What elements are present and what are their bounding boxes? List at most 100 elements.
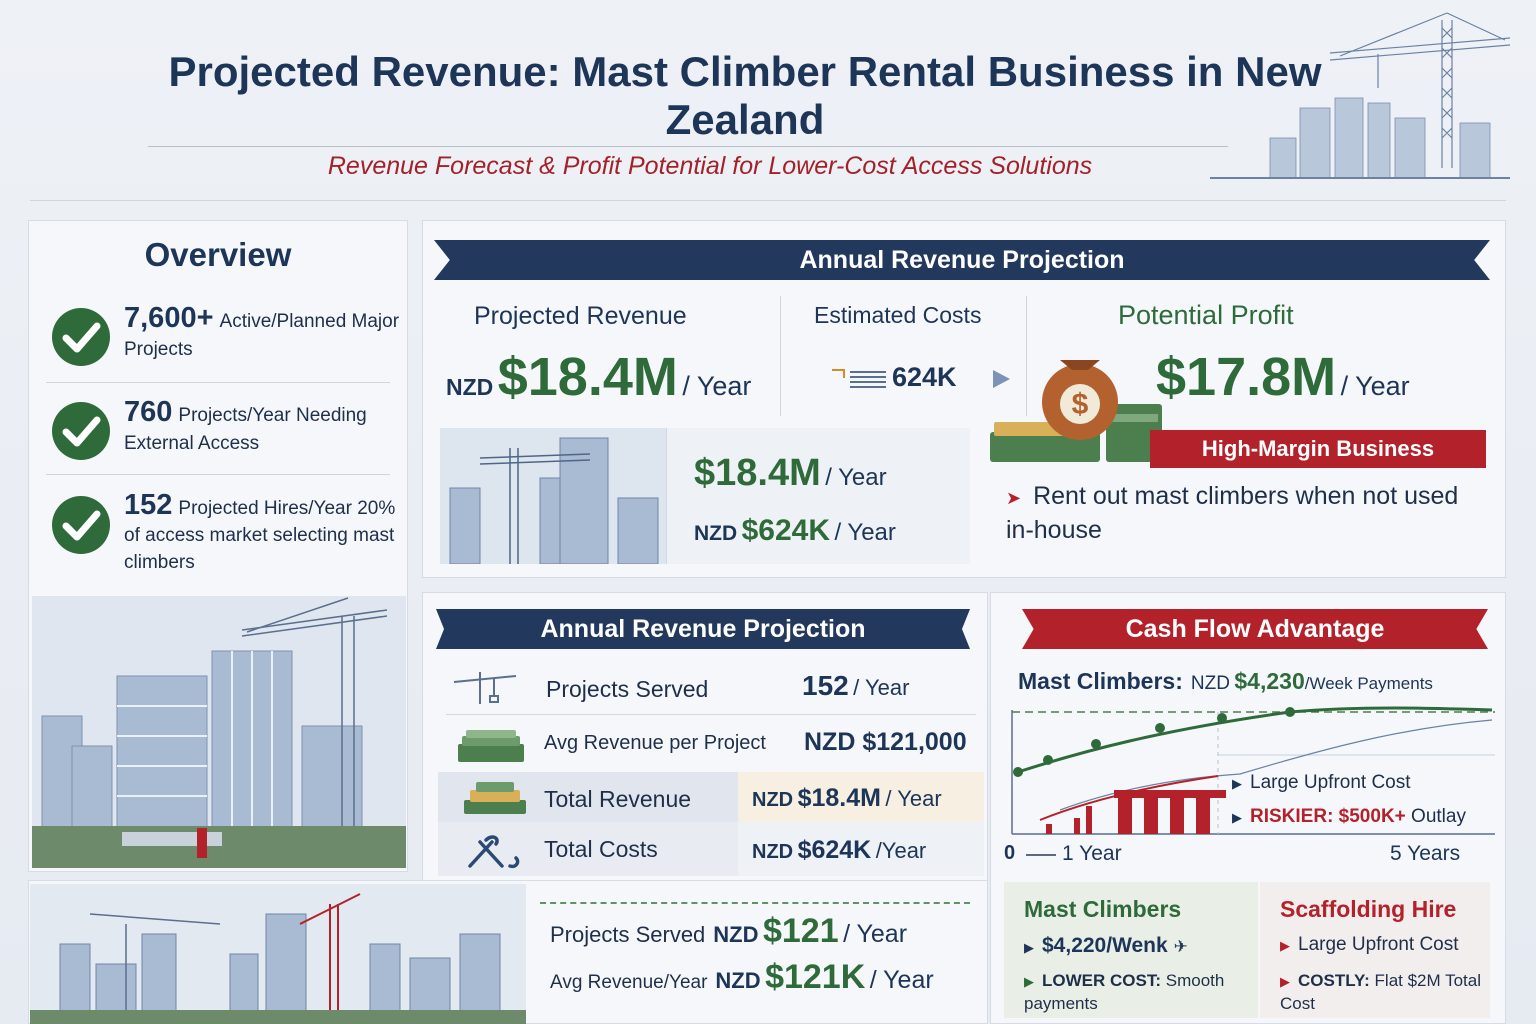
- avg-revenue-label: Avg Revenue per Project: [544, 732, 766, 754]
- avg-revenue-year-label: Avg Revenue/Year: [550, 972, 708, 993]
- total-costs-value: NZD $624K /Year: [752, 836, 926, 865]
- bottom-avg-revenue: Avg Revenue/Year NZD $121K / Year: [550, 958, 934, 997]
- construction-site-illustration: [32, 596, 406, 868]
- cash-stack-icon: [458, 730, 524, 762]
- overview-divider: [46, 382, 390, 383]
- mast-climbers-label: Mast Climbers:: [1018, 668, 1183, 694]
- total-costs-value-cell: [738, 822, 984, 876]
- estimated-costs-label: Estimated Costs: [814, 302, 982, 328]
- costly-key: COSTLY:: [1298, 971, 1370, 990]
- projects-served-label: Projects Served: [546, 676, 709, 702]
- total-revenue-amount: $18.4M: [797, 784, 881, 812]
- header-divider: [148, 146, 1228, 147]
- projected-revenue-label: Projected Revenue: [474, 302, 687, 330]
- currency-code: NZD: [752, 789, 794, 811]
- lower-cost-text: Smooth payments: [1024, 971, 1225, 1013]
- row-divider: [446, 714, 976, 715]
- overview-item: 7,600+ Active/Planned Major Projects: [48, 302, 400, 394]
- payment-unit: /Week Payments: [1304, 674, 1433, 693]
- currency-code: NZD: [694, 522, 738, 545]
- total-costs-amount: $624K: [797, 836, 872, 864]
- column-divider: [1026, 296, 1027, 416]
- projects-served-amount: $121: [762, 912, 839, 950]
- handshake-icon: ✈: [1173, 937, 1188, 956]
- overview-stat-text: Projects/Year Needing External Access: [124, 405, 367, 454]
- check-circle-icon: [52, 402, 110, 460]
- summary-revenue-amount: $18.4M: [694, 452, 821, 494]
- per-year: / Year: [853, 675, 910, 700]
- potential-profit-label: Potential Profit: [1118, 300, 1294, 330]
- x-axis-1-year-label: 1 Year: [1062, 842, 1122, 865]
- annual-revenue-ribbon: Annual Revenue Projection: [434, 240, 1490, 280]
- outlay-text: Outlay: [1411, 806, 1466, 827]
- total-revenue-label: Total Revenue: [544, 786, 692, 812]
- currency-code: NZD: [446, 374, 494, 400]
- mast-climbers-comparison: [1004, 882, 1258, 1018]
- per-year: / Year: [869, 966, 934, 994]
- potential-profit-value: $17.8M / Year: [1156, 346, 1410, 408]
- column-divider: [780, 296, 781, 416]
- overview-stat: 7,600+: [124, 302, 214, 334]
- mast-climbers-payment: Mast Climbers: NZD $4,230/Week Payments: [1018, 668, 1433, 695]
- check-circle-icon: [52, 496, 110, 554]
- svg-text:$: $: [1072, 388, 1089, 421]
- weekly-cost-text: $4,220/Wenk: [1042, 934, 1168, 957]
- overview-item: 152 Projected Hires/Year 20% of access ma…: [48, 489, 398, 582]
- total-costs-label: Total Costs: [544, 836, 658, 862]
- high-margin-text: Rent out mast climbers when not used in-…: [1006, 482, 1459, 544]
- projects-served-label: Projects Served: [550, 922, 706, 947]
- per-year: / Year: [825, 464, 887, 491]
- per-year: / Year: [885, 786, 942, 811]
- cash-flow-bullet: ▶ RISKIER: $500K+ Outlay: [1232, 806, 1466, 828]
- mast-climbers-lower-cost: ▶ LOWER COST: Smooth payments: [1024, 970, 1254, 1015]
- triangle-right-icon: ▶: [1232, 810, 1242, 825]
- x-axis-5-years-label: 5 Years: [1390, 842, 1461, 865]
- tools-icon: [468, 835, 520, 869]
- currency-code: NZD: [715, 968, 761, 993]
- triangle-right-icon: ▶: [1280, 974, 1290, 989]
- triangle-right-icon: ▶: [1024, 974, 1034, 989]
- revenue-costs-summary: [666, 428, 970, 564]
- triangle-right-icon: ▶: [1280, 938, 1290, 953]
- total-revenue-value-cell: [738, 772, 984, 822]
- per-year: / Year: [843, 920, 908, 948]
- summary-revenue: $18.4M / Year: [694, 452, 887, 495]
- chart-points: [1013, 707, 1295, 777]
- upfront-cost-bars: [1046, 790, 1226, 834]
- money-bag-icon: $: [990, 360, 1162, 462]
- header-base-divider: [30, 200, 1506, 201]
- skyline-crane-illustration: [30, 884, 526, 1024]
- overview-item: 760 Projects/Year Needing External Access: [48, 398, 398, 488]
- per-year: /Year: [875, 838, 927, 863]
- currency-code: NZD: [1190, 673, 1230, 694]
- overview-title: Overview: [144, 236, 292, 273]
- cost-bars-icon: [832, 369, 886, 388]
- overview-stat: 760: [124, 396, 173, 428]
- bottom-divider: [540, 902, 970, 904]
- mast-climbers-amount: $4,230: [1234, 668, 1305, 694]
- mast-climbers-title: Mast Climbers: [1024, 896, 1182, 922]
- overview-stat-text: Active/Planned Major Projects: [124, 311, 400, 360]
- triangle-right-icon: ▶: [1232, 776, 1242, 791]
- check-circle-icon: [52, 308, 110, 366]
- potential-profit-amount: $17.8M: [1156, 347, 1337, 407]
- currency-code: NZD: [752, 841, 794, 863]
- per-year: / Year: [1340, 371, 1410, 401]
- scaffolding-upfront-text: Large Upfront Cost: [1298, 934, 1459, 955]
- estimated-costs-value: 624K: [892, 362, 957, 392]
- building-crane-illustration: [440, 428, 666, 564]
- high-margin-note: ➤ Rent out mast climbers when not used in…: [1006, 480, 1476, 546]
- overview-stat: 152: [124, 489, 173, 521]
- scaffolding-costly: ▶ COSTLY: Flat $2M Total Cost: [1280, 970, 1490, 1015]
- scaffolding-comparison: [1260, 882, 1490, 1018]
- costly-text: Flat $2M Total Cost: [1280, 971, 1481, 1013]
- scaffolding-title: Scaffolding Hire: [1280, 896, 1457, 922]
- mast-climbers-weekly: ▶ $4,220/Wenk ✈: [1024, 934, 1188, 958]
- triangle-right-icon: ▶: [1024, 940, 1034, 955]
- city-crane-illustration: [1210, 12, 1510, 179]
- cash-stack-icon: [464, 782, 526, 814]
- projected-revenue-value: NZD $18.4M / Year: [446, 346, 751, 416]
- page-subtitle: Revenue Forecast & Profit Potential for …: [327, 152, 1093, 180]
- projects-served-count: 152: [802, 670, 849, 701]
- avg-revenue-value: NZD $121,000: [804, 728, 967, 756]
